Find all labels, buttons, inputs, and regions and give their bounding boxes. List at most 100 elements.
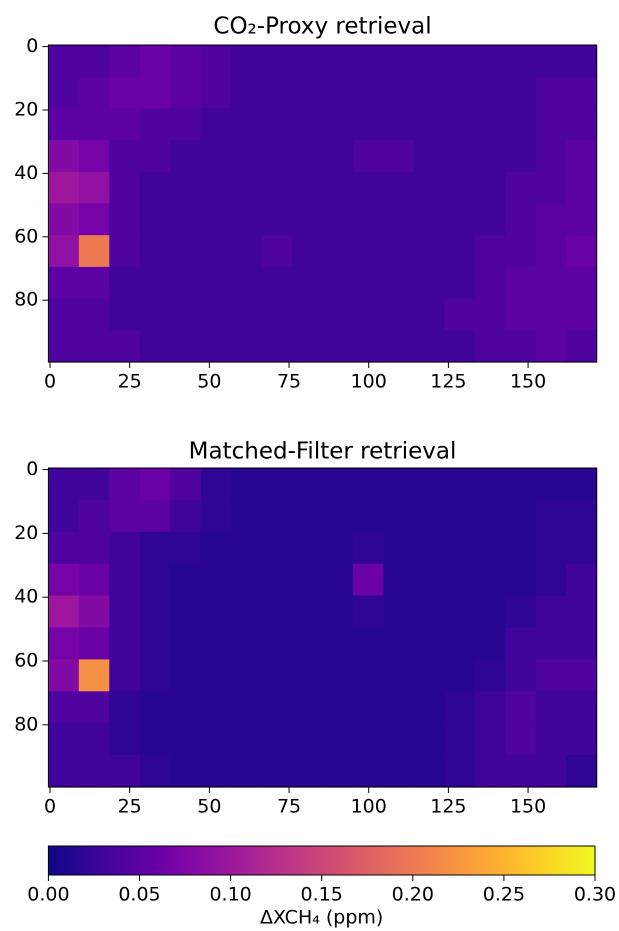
heatmap-cell bbox=[261, 659, 293, 692]
heatmap-cell bbox=[352, 140, 385, 173]
heatmap-cell bbox=[78, 235, 110, 268]
x-tick-label: 125 bbox=[430, 796, 466, 818]
heatmap-cell bbox=[200, 531, 232, 565]
heatmap-cell bbox=[322, 659, 354, 692]
heatmap-cell bbox=[261, 468, 293, 501]
heatmap-cell bbox=[444, 203, 476, 236]
heatmap-cell bbox=[383, 203, 415, 236]
heatmap-cell bbox=[292, 45, 324, 78]
heatmap-cell bbox=[444, 171, 476, 205]
heatmap-cell bbox=[444, 235, 476, 268]
heatmap-cell bbox=[292, 203, 324, 236]
heatmap-cell bbox=[48, 203, 80, 236]
heatmap-cell bbox=[109, 499, 141, 533]
heatmap-cell bbox=[139, 499, 171, 533]
heatmap-cell bbox=[352, 45, 385, 78]
heatmap-cell bbox=[292, 531, 324, 565]
heatmap-cell bbox=[474, 499, 506, 533]
heatmap-cell bbox=[261, 108, 293, 141]
heatmap-cell bbox=[413, 76, 445, 109]
heatmap-cell bbox=[535, 203, 567, 236]
heatmap-cell bbox=[139, 468, 171, 501]
heatmap-cell bbox=[505, 723, 537, 756]
heatmap-cell bbox=[231, 723, 263, 756]
x-tick-label: 150 bbox=[510, 371, 546, 393]
heatmap-cell bbox=[566, 659, 598, 692]
chart-title: CO₂-Proxy retrieval bbox=[213, 14, 431, 40]
heatmap-cell bbox=[170, 203, 202, 236]
heatmap-cell bbox=[505, 531, 537, 565]
heatmap-cell bbox=[413, 659, 445, 692]
y-tick-label: 60 bbox=[14, 649, 38, 671]
heatmap-cell bbox=[383, 755, 415, 788]
heatmap-cell bbox=[231, 627, 263, 660]
heatmap-cell bbox=[170, 691, 202, 724]
heatmap-cell bbox=[139, 45, 171, 78]
heatmap-cell bbox=[322, 499, 354, 533]
heatmap-cell bbox=[474, 298, 506, 331]
heatmap-cell bbox=[413, 468, 445, 501]
heatmap-cell bbox=[109, 330, 141, 363]
heatmap-cell bbox=[170, 140, 202, 173]
heatmap-cell bbox=[170, 723, 202, 756]
heatmap-cell bbox=[505, 595, 537, 629]
heatmap-cell bbox=[535, 595, 567, 629]
heatmap-cell bbox=[383, 563, 415, 597]
heatmap-cell bbox=[170, 563, 202, 597]
heatmap-cell bbox=[231, 171, 263, 205]
heatmap-cell bbox=[231, 76, 263, 109]
heatmap-cell bbox=[292, 298, 324, 331]
heatmap-cell bbox=[444, 627, 476, 660]
heatmap-cell bbox=[261, 45, 293, 78]
heatmap-cell bbox=[139, 691, 171, 724]
heatmap-cell bbox=[413, 140, 445, 173]
heatmap-cell bbox=[261, 330, 293, 363]
heatmap-cell bbox=[352, 76, 385, 109]
heatmap-cell bbox=[109, 595, 141, 629]
heatmap-cell bbox=[322, 203, 354, 236]
heatmap-cell bbox=[109, 627, 141, 660]
heatmap-cell bbox=[535, 691, 567, 724]
heatmap-cell bbox=[566, 595, 598, 629]
heatmap-cell bbox=[383, 171, 415, 205]
heatmap-cell bbox=[78, 76, 110, 109]
heatmap-cell bbox=[474, 171, 506, 205]
heatmap-cell bbox=[139, 76, 171, 109]
heatmap-cell bbox=[139, 723, 171, 756]
heatmap-cell bbox=[170, 235, 202, 268]
heatmap-cell bbox=[78, 330, 110, 363]
heatmap-cell bbox=[292, 468, 324, 501]
heatmap-cell bbox=[474, 659, 506, 692]
heatmap-cell bbox=[474, 531, 506, 565]
heatmap-cell bbox=[109, 266, 141, 300]
heatmap-cell bbox=[170, 531, 202, 565]
heatmap-cell bbox=[383, 298, 415, 331]
y-tick-label: 80 bbox=[14, 713, 38, 735]
heatmap-cell bbox=[78, 659, 110, 692]
heatmap-cell bbox=[535, 531, 567, 565]
heatmap-cell bbox=[139, 108, 171, 141]
heatmap-cell bbox=[292, 691, 324, 724]
heatmap-cell bbox=[261, 171, 293, 205]
heatmap-cell bbox=[566, 563, 598, 597]
heatmap-cell bbox=[48, 45, 80, 78]
heatmap-cell bbox=[78, 723, 110, 756]
heatmap-cell bbox=[48, 298, 80, 331]
heatmap-cell bbox=[109, 45, 141, 78]
heatmap-cell bbox=[383, 45, 415, 78]
heatmap-cell bbox=[48, 531, 80, 565]
heatmap-cell bbox=[413, 171, 445, 205]
heatmap-cell bbox=[505, 691, 537, 724]
heatmap-cell bbox=[383, 330, 415, 363]
heatmap-cell bbox=[170, 171, 202, 205]
heatmap-cell bbox=[200, 755, 232, 788]
heatmap-cell bbox=[292, 627, 324, 660]
heatmap-cell bbox=[109, 298, 141, 331]
heatmap-cell bbox=[200, 76, 232, 109]
heatmap-cell bbox=[444, 108, 476, 141]
heatmap-cell bbox=[566, 330, 598, 363]
heatmap-cell bbox=[139, 595, 171, 629]
heatmap-cell bbox=[413, 755, 445, 788]
heatmap-cell bbox=[231, 531, 263, 565]
heatmap-cell bbox=[78, 563, 110, 597]
